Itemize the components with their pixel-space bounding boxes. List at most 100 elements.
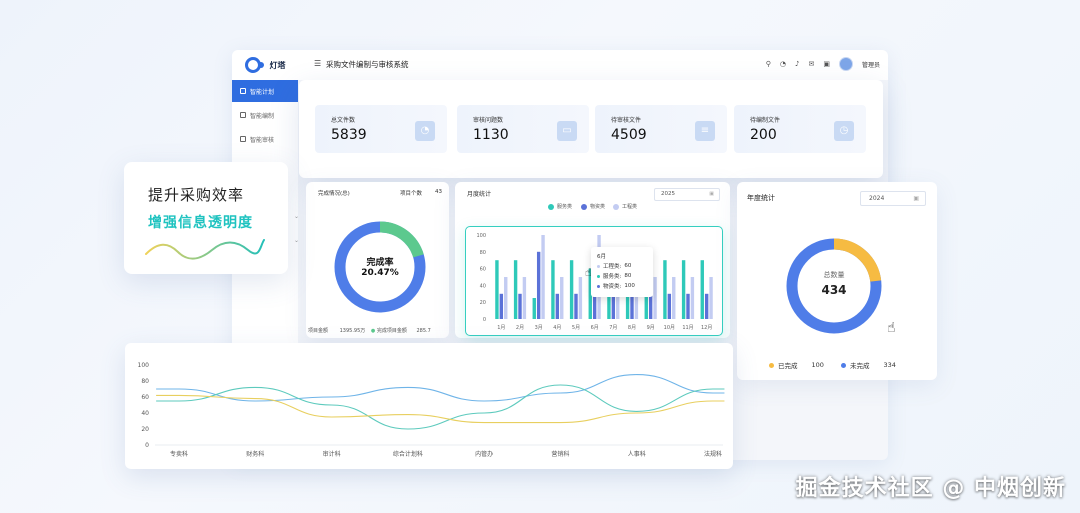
bar[interactable] [667,293,672,319]
bar[interactable] [690,277,695,319]
legend-label: 服务类 [557,204,573,210]
stat-card-pending-compile[interactable]: 待编制文件 200 ◷ [734,105,866,153]
bar[interactable] [630,293,634,319]
y-tick-label: 60 [480,267,486,273]
x-tick-label: 综合计划科 [393,450,423,458]
fullscreen-icon[interactable]: ▣ [823,60,830,68]
year-picker[interactable]: 2024 [860,191,926,206]
x-tick-label: 9月 [647,325,655,331]
bar[interactable] [653,277,657,319]
username[interactable]: 管理员 [861,61,880,69]
completion-rate-label: 完成率 [366,258,394,268]
bar[interactable] [569,260,574,319]
x-tick-label: 11月 [682,325,693,331]
legend-label: 工程类 [622,204,638,210]
total-count-label: 总数量 [823,271,845,279]
x-tick-label: 审计科 [323,450,341,458]
legend-item-goods[interactable]: 物资类 [581,203,605,210]
stat-value: 1130 [473,127,509,143]
bar[interactable] [634,277,639,319]
legend-dot-icon [581,203,587,210]
x-tick-label: 12月 [701,325,712,331]
stat-value: 5839 [331,127,367,143]
legend-item-completed[interactable]: 已完成 100 [769,360,824,370]
bar[interactable] [709,277,713,319]
message-icon[interactable]: ◔ [779,60,787,68]
project-amount-value: 1395.95万 [339,328,366,334]
series-line[interactable] [156,394,725,424]
legend-dot-icon: ● [370,328,376,334]
bar[interactable] [551,260,555,319]
bar[interactable] [555,293,560,319]
mail-icon[interactable]: ✉ [808,60,815,68]
y-tick-label: 100 [476,233,486,239]
pie-chart-icon: ◔ [415,121,435,141]
sidebar-item-compile[interactable]: 智能编制 [232,104,298,126]
bar[interactable] [513,260,518,319]
x-tick-label: 3月 [535,325,543,331]
bar[interactable] [504,277,508,319]
completed-amount-value: 285.7 [416,328,431,334]
x-tick-label: 6月 [591,325,599,331]
completed-amount-label: 完成项目金额 [376,328,407,334]
bar[interactable] [536,251,541,319]
bar[interactable] [663,260,667,319]
sidebar-item-plan[interactable]: 智能计划 [232,80,298,102]
bar[interactable] [588,268,592,319]
menu-icon[interactable]: ☰ [314,59,322,68]
year-picker[interactable]: 2025 [654,188,720,201]
bar[interactable] [532,298,536,319]
bar[interactable] [648,293,653,319]
search-icon[interactable]: ⚲ [765,60,771,68]
y-tick-label: 20 [480,300,486,306]
chart-tooltip: 6月 工程类: 60 服务类: 80 物资类: 100 [591,247,653,297]
annual-stats-card: 年度统计 2024 总数量 434 已完成 100 未完成 334 ☝ [737,182,937,380]
stat-card-review-issues[interactable]: 审核问题数 1130 ▭ [457,105,589,153]
bar[interactable] [499,293,504,319]
completion-donut [334,221,426,313]
bar[interactable] [574,293,578,319]
bar[interactable] [672,277,676,319]
department-line-chart: 0 20 40 60 80 100 专卖科 财务科 审计科 综合计划科 内管办 营销科 人事科 法规科 [138,362,725,458]
logo: 灯塔 [232,50,298,80]
legend-item-service[interactable]: 服务类 [548,203,572,210]
bar[interactable] [522,277,527,319]
hand-cursor-icon: ☝ [585,266,592,279]
clock-icon: ◷ [834,121,854,141]
legend-dot-icon [548,203,554,210]
y-tick-label: 40 [480,283,486,289]
chevron-down-icon[interactable]: ⌄ [294,237,300,244]
bar[interactable] [704,293,709,319]
stat-card-total-files[interactable]: 总文件数 5839 ◔ [315,105,447,153]
bar[interactable] [518,293,522,319]
bar[interactable] [700,260,704,319]
slogan-card: 提升采购效率 增强信息透明度 [124,162,288,274]
bar[interactable] [578,277,583,319]
bell-icon[interactable]: ♪ [795,60,800,68]
bar[interactable] [681,260,686,319]
legend-item-incomplete[interactable]: 未完成 334 [841,360,896,370]
bar[interactable] [611,293,616,319]
stat-card-pending-review[interactable]: 待审核文件 4509 ≡ [595,105,727,153]
series-line[interactable] [156,384,725,430]
sidebar-item-review[interactable]: 智能审核 [232,128,298,150]
project-amount-label: 项目金额 [308,328,329,334]
legend-dot-icon [769,362,774,368]
legend-item-engineering[interactable]: 工程类 [613,203,637,210]
x-tick-label: 内管办 [475,450,493,458]
x-tick-label: 5月 [572,325,580,331]
bar[interactable] [560,277,564,319]
completion-title: 完成情况(总) [318,191,350,197]
bar[interactable] [616,277,620,319]
avatar[interactable] [838,57,853,71]
chevron-down-icon[interactable]: ⌄ [294,213,300,220]
x-tick-label: 法规科 [704,450,722,458]
bar[interactable] [686,293,690,319]
y-tick-label: 20 [141,426,149,433]
bar[interactable] [541,235,545,319]
stat-label: 总文件数 [331,117,356,124]
bar[interactable] [495,260,499,319]
system-title: 采购文件编制与审核系统 [326,60,409,69]
legend-dot-icon [597,274,600,278]
x-tick-label: 专卖科 [170,450,188,458]
